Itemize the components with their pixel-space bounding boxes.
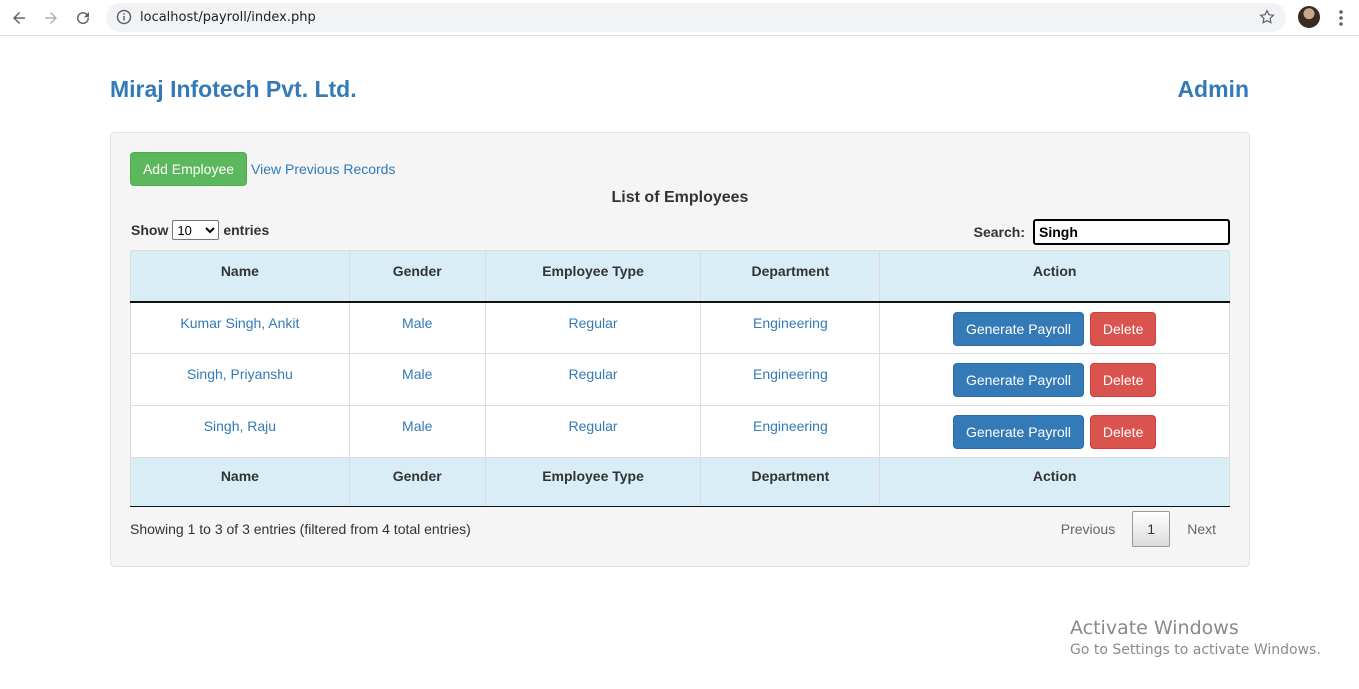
column-header-name[interactable]: Name <box>130 250 350 303</box>
footer-header-department: Department <box>700 457 881 507</box>
footer-header-gender: Gender <box>348 457 486 507</box>
delete-button[interactable]: Delete <box>1089 363 1157 397</box>
table-info: Showing 1 to 3 of 3 entries (filtered fr… <box>130 521 471 537</box>
search-box: Search: <box>974 219 1230 245</box>
profile-avatar[interactable] <box>1298 6 1320 28</box>
cell-action: Generate Payroll Delete <box>879 301 1230 354</box>
cell-employee-type: Regular <box>484 405 702 458</box>
employees-panel: Add Employee View Previous Records List … <box>110 132 1250 567</box>
delete-button[interactable]: Delete <box>1089 415 1157 449</box>
bookmark-star-icon[interactable] <box>1258 8 1276 26</box>
column-header-gender[interactable]: Gender <box>348 250 486 303</box>
list-title: List of Employees <box>611 189 749 206</box>
pagination: Previous 1 Next <box>1048 511 1229 547</box>
cell-action: Generate Payroll Delete <box>879 353 1230 406</box>
cell-gender: Male <box>348 301 486 354</box>
generate-payroll-button[interactable]: Generate Payroll <box>952 415 1084 449</box>
back-icon[interactable] <box>7 6 31 30</box>
reload-icon[interactable] <box>71 6 95 30</box>
entries-select[interactable]: 10 <box>172 220 220 240</box>
table-row: Singh, Priyanshu Male Regular Engineerin… <box>130 353 1230 406</box>
column-header-action: Action <box>879 250 1230 303</box>
next-page-button[interactable]: Next <box>1187 521 1216 537</box>
generate-payroll-button[interactable]: Generate Payroll <box>952 363 1084 397</box>
entries-length: Show 10 entries <box>131 220 269 240</box>
search-label: Search: <box>973 224 1025 240</box>
column-header-employee-type[interactable]: Employee Type <box>484 250 702 303</box>
show-label: Show <box>131 222 169 238</box>
delete-button[interactable]: Delete <box>1089 311 1157 346</box>
watermark-subtitle: Go to Settings to activate Windows. <box>1070 642 1321 658</box>
url-text[interactable]: localhost/payroll/index.php <box>140 10 316 25</box>
previous-page-button[interactable]: Previous <box>1060 521 1116 537</box>
cell-employee-type: Regular <box>484 301 702 354</box>
cell-employee-type: Regular <box>484 353 702 406</box>
entries-label: entries <box>223 222 270 238</box>
footer-header-name: Name <box>130 457 350 507</box>
cell-name[interactable]: Singh, Priyanshu <box>130 353 350 406</box>
watermark-title: Activate Windows <box>1070 617 1239 639</box>
footer-header-action: Action <box>879 457 1230 507</box>
menu-kebab-icon[interactable] <box>1333 8 1349 28</box>
activate-windows-watermark: Activate Windows Go to Settings to activ… <box>1070 617 1321 658</box>
search-input[interactable] <box>1033 219 1230 245</box>
view-previous-records-link[interactable]: View Previous Records <box>251 161 396 177</box>
table-header-row: Name Gender Employee Type Department Act… <box>130 250 1230 303</box>
address-bar[interactable]: localhost/payroll/index.php <box>106 3 1286 32</box>
company-title: Miraj Infotech Pvt. Ltd. <box>110 76 357 102</box>
cell-action: Generate Payroll Delete <box>879 405 1230 458</box>
user-label: Admin <box>1177 76 1249 102</box>
footer-header-employee-type: Employee Type <box>484 457 702 507</box>
table-row: Singh, Raju Male Regular Engineering Gen… <box>130 405 1230 458</box>
table-row: Kumar Singh, Ankit Male Regular Engineer… <box>130 301 1230 354</box>
cell-department: Engineering <box>700 353 881 406</box>
generate-payroll-button[interactable]: Generate Payroll <box>952 311 1084 346</box>
cell-department: Engineering <box>700 301 881 354</box>
cell-name[interactable]: Kumar Singh, Ankit <box>130 301 350 354</box>
add-employee-button[interactable]: Add Employee <box>130 152 247 186</box>
column-header-department[interactable]: Department <box>700 250 881 303</box>
cell-gender: Male <box>348 405 486 458</box>
cell-gender: Male <box>348 353 486 406</box>
cell-name[interactable]: Singh, Raju <box>130 405 350 458</box>
forward-icon[interactable] <box>39 6 63 30</box>
browser-toolbar: localhost/payroll/index.php <box>0 0 1359 36</box>
info-icon[interactable] <box>116 9 132 25</box>
table-footer-row: Name Gender Employee Type Department Act… <box>130 457 1230 507</box>
cell-department: Engineering <box>700 405 881 458</box>
page-1-button[interactable]: 1 <box>1132 511 1171 547</box>
employees-table: Name Gender Employee Type Department Act… <box>130 250 1230 507</box>
